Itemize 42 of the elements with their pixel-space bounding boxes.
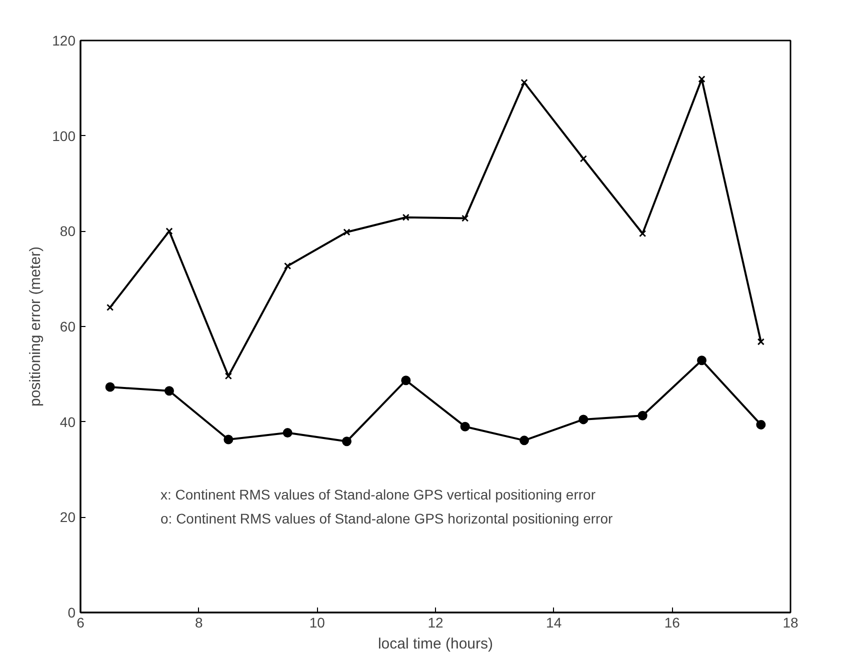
point (284, 262, 292, 270)
y-axis-title: positioning error (meter) (27, 246, 44, 407)
point (105, 382, 115, 392)
point (166, 228, 173, 235)
point (164, 386, 174, 396)
point (697, 356, 706, 366)
x-tick-label: 16 (664, 614, 680, 630)
point (460, 422, 470, 432)
y-tick-label: 60 (60, 318, 76, 334)
x-tick-label: 6 (76, 614, 85, 630)
x-tick-label: 10 (309, 614, 326, 630)
point (520, 78, 528, 86)
point (698, 76, 706, 83)
x-tick-label: 12 (428, 614, 444, 630)
point (639, 230, 646, 238)
point (106, 304, 114, 312)
point (343, 228, 350, 236)
x-tick-label: 18 (782, 614, 798, 630)
y-tick-label: 20 (60, 509, 76, 526)
point (580, 155, 587, 162)
point (520, 436, 529, 446)
y-tick-label: 0 (68, 604, 76, 620)
point (224, 372, 232, 380)
point (282, 428, 292, 438)
point (224, 434, 234, 444)
x-tick-label: 8 (194, 614, 203, 630)
point (756, 420, 766, 430)
annotation: x: Continent RMS values of Stand-alone GPS vertical positioning error (160, 486, 596, 502)
point (401, 376, 411, 386)
annotation: o: Continent RMS values of Stand-alone GPS horizontal positioning error (160, 510, 613, 526)
y-tick-label: 80 (60, 223, 76, 240)
x-axis-title: local time (hours) (378, 636, 494, 652)
point (578, 414, 588, 424)
y-tick-label: 40 (60, 414, 76, 430)
y-tick-label: 100 (52, 128, 76, 144)
point (638, 410, 648, 420)
x-tick-label: 14 (546, 614, 562, 630)
y-tick-label: 120 (52, 32, 76, 48)
point (342, 436, 352, 446)
point (757, 338, 764, 346)
point (462, 214, 469, 222)
point (402, 214, 410, 221)
